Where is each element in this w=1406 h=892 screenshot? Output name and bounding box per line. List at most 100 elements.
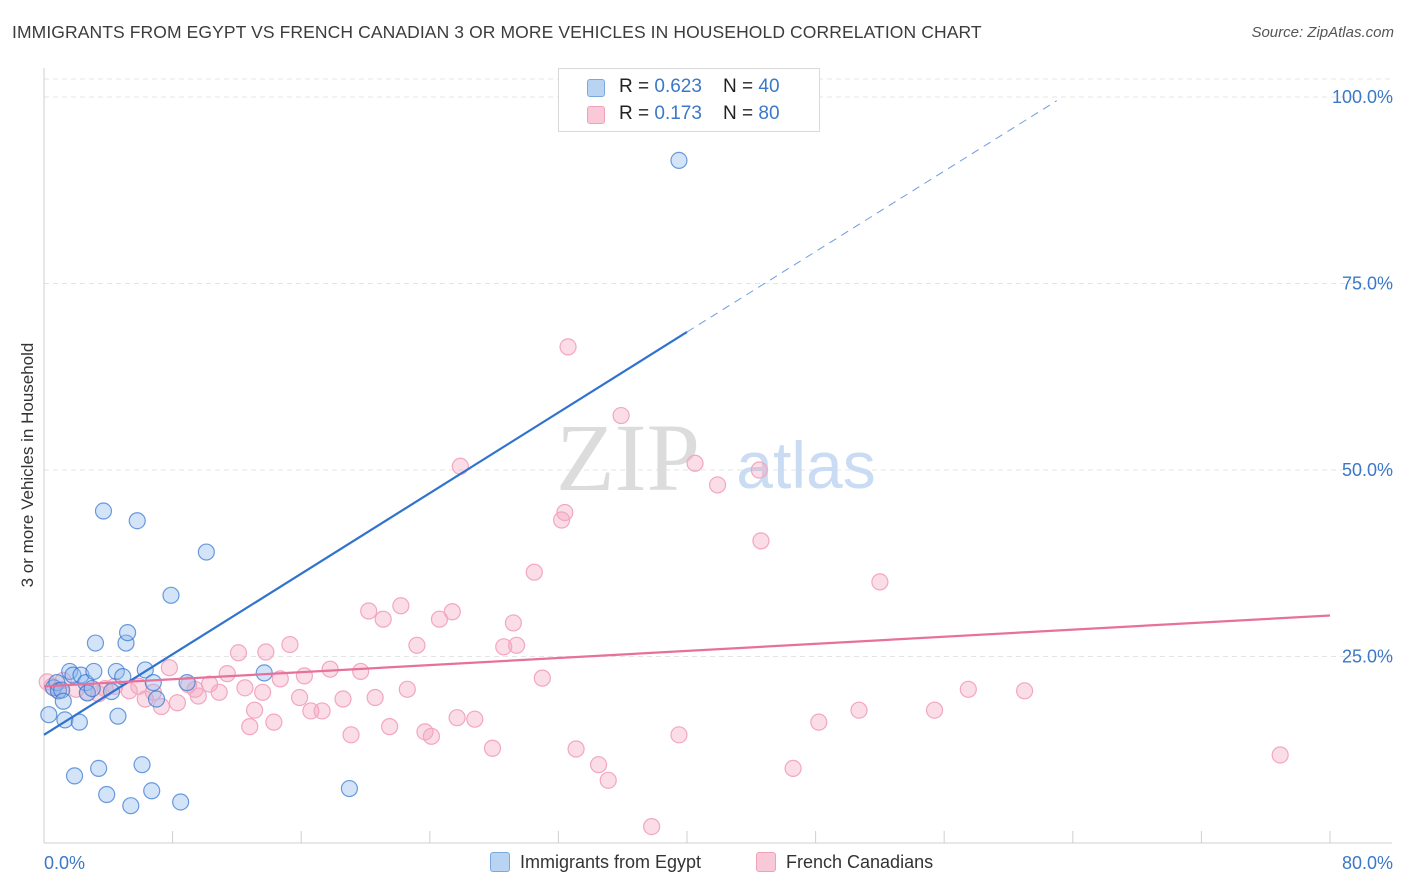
french-point xyxy=(281,635,299,654)
egypt-point xyxy=(65,767,84,785)
watermark-atlas: atlas xyxy=(736,428,875,502)
egypt-trend-line xyxy=(43,331,688,736)
axes xyxy=(43,68,1392,844)
n-value-egypt: 40 xyxy=(758,76,780,97)
egypt-point xyxy=(162,586,180,604)
french-point xyxy=(752,532,770,550)
french-point xyxy=(525,563,543,581)
egypt-point xyxy=(109,707,127,725)
legend-item-french[interactable]: French Canadians xyxy=(756,852,933,873)
french-point xyxy=(1271,746,1289,764)
french-point xyxy=(381,718,399,736)
french-canadians-points xyxy=(38,338,1289,836)
french-point xyxy=(533,669,551,687)
source-credit: Source: ZipAtlas.com xyxy=(1251,24,1394,41)
egypt-point xyxy=(86,634,105,652)
egypt-point xyxy=(40,706,58,724)
egypt-point xyxy=(147,690,166,708)
legend-item-egypt[interactable]: Immigrants from Egypt xyxy=(490,852,701,873)
egypt-point xyxy=(98,785,116,804)
french-point xyxy=(168,694,187,712)
french-point xyxy=(392,597,410,615)
x-tick-label-min: 0.0% xyxy=(44,853,85,873)
french-point xyxy=(784,759,802,778)
y-tick-label: 50.0% xyxy=(1342,460,1393,480)
trend-lines xyxy=(43,100,1331,736)
egypt-point xyxy=(70,713,88,731)
n-value-french: 80 xyxy=(758,103,780,124)
r-value-french: 0.173 xyxy=(654,103,702,124)
french-point xyxy=(271,670,289,688)
french-point xyxy=(643,817,661,836)
french-point xyxy=(508,636,526,654)
grid-lines xyxy=(44,78,1392,657)
french-point xyxy=(218,665,236,683)
r-value-egypt: 0.623 xyxy=(654,76,702,97)
french-point xyxy=(245,701,264,719)
n-label: N = xyxy=(723,76,759,97)
french-point xyxy=(360,602,378,620)
french-point xyxy=(612,406,630,425)
french-point xyxy=(1015,682,1034,700)
french-point xyxy=(871,573,889,591)
french-point xyxy=(120,682,138,700)
egypt-point xyxy=(340,779,359,798)
french-point xyxy=(556,503,574,522)
egypt-point xyxy=(128,512,146,530)
french-point xyxy=(430,610,449,628)
french-point xyxy=(589,756,608,774)
french-point xyxy=(398,680,416,698)
french-point xyxy=(313,702,331,720)
french-point xyxy=(374,610,392,628)
r-label: R = xyxy=(619,76,655,97)
egypt-point xyxy=(197,543,215,561)
french-point xyxy=(448,709,466,727)
y-axis-label: 3 or more Vehicles in Household xyxy=(18,342,37,588)
french-point xyxy=(257,643,275,661)
egypt-point xyxy=(172,793,190,811)
french-point xyxy=(422,727,441,745)
y-tick-label: 25.0% xyxy=(1342,647,1393,667)
french-point xyxy=(686,454,704,472)
french-point xyxy=(290,688,309,707)
french-point xyxy=(210,683,228,701)
french-legend-swatch xyxy=(756,852,776,872)
french-point xyxy=(229,644,248,662)
french-point xyxy=(708,476,727,494)
french-point xyxy=(236,679,254,697)
y-tick-label: 75.0% xyxy=(1342,274,1393,294)
r-label: R = xyxy=(619,103,655,124)
french-point xyxy=(241,718,259,736)
watermark-zip: ZIP xyxy=(556,404,700,511)
french-point xyxy=(466,710,484,728)
french-point xyxy=(959,680,977,698)
egypt-point xyxy=(90,759,108,778)
egypt-point xyxy=(85,662,103,681)
y-tick-label: 100.0% xyxy=(1332,87,1393,107)
egypt-swatch xyxy=(587,79,605,97)
egypt-point xyxy=(178,674,196,692)
french-point xyxy=(342,726,360,744)
egypt-point xyxy=(144,674,162,692)
chart-title: IMMIGRANTS FROM EGYPT VS FRENCH CANADIAN… xyxy=(12,22,982,42)
egypt-point xyxy=(670,151,688,170)
egypt-point xyxy=(133,756,151,774)
french-point xyxy=(750,461,768,479)
egypt-points xyxy=(40,151,688,815)
french-point xyxy=(160,659,178,677)
n-label: N = xyxy=(723,103,759,124)
french-trend-line xyxy=(43,614,1331,688)
french-point xyxy=(810,713,828,731)
egypt-legend-swatch xyxy=(490,852,510,872)
french-point xyxy=(451,457,469,475)
watermark: ZIP atlas xyxy=(556,404,876,511)
french-legend-label: French Canadians xyxy=(786,852,934,872)
egypt-trend-extension xyxy=(686,100,1057,333)
french-point xyxy=(366,688,384,707)
egypt-point xyxy=(94,502,113,520)
french-point xyxy=(483,739,502,757)
french-point xyxy=(295,667,314,685)
french-point xyxy=(559,338,577,356)
tick-labels: 25.0% 50.0% 75.0% 100.0% 0.0% 80.0% xyxy=(44,87,1393,873)
